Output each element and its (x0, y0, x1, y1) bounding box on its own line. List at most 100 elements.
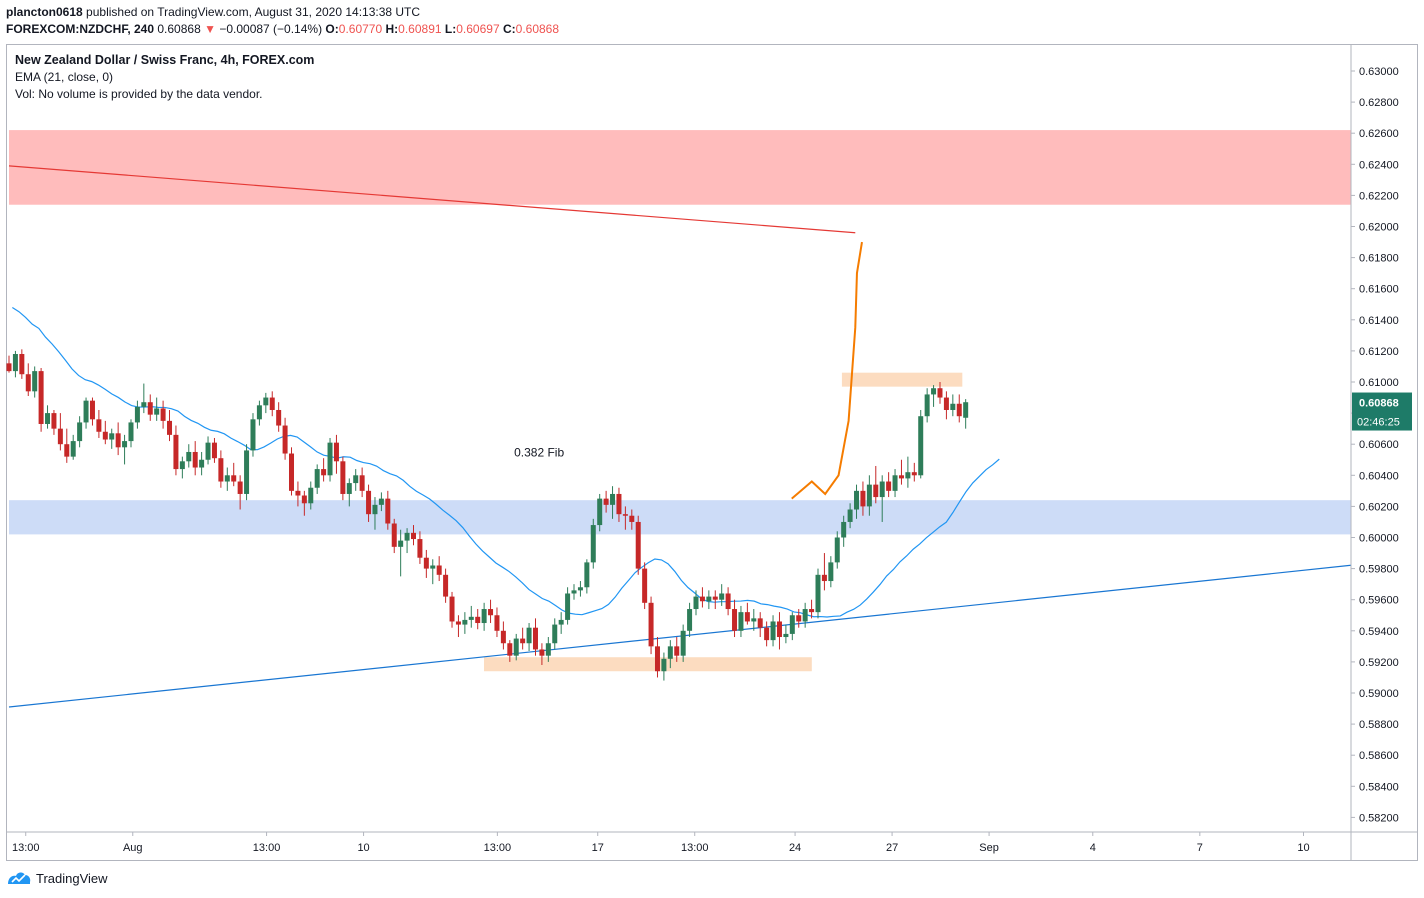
price-change: −0.00087 (−0.14%) (219, 22, 323, 36)
candle-body (552, 624, 558, 644)
chart-frame (6, 44, 1418, 861)
candle-body (333, 442, 339, 462)
orange-lower-zone (483, 657, 812, 672)
price-tick-label: 0.61600 (1359, 284, 1399, 296)
candle-body (205, 442, 211, 460)
candle-body (674, 646, 680, 656)
candle-body (327, 442, 333, 476)
candle-body (571, 590, 577, 594)
candle-body (321, 469, 327, 476)
last-price-tag (1352, 392, 1412, 431)
candle-body (128, 422, 134, 442)
price-tick-label: 0.59000 (1359, 688, 1399, 700)
candle-body (282, 425, 288, 454)
candle-body (648, 602, 654, 647)
publisher-name[interactable]: plancton0618 (6, 5, 83, 19)
time-tick-label: 13:00 (253, 842, 281, 854)
candle-body (712, 596, 718, 600)
close-value: 0.60868 (515, 22, 560, 36)
price-tick-label: 0.62800 (1359, 97, 1399, 109)
open-label: O: (325, 22, 339, 36)
candle-body (500, 630, 506, 644)
candle-body (276, 409, 282, 426)
candle-body (603, 498, 609, 505)
price-tick-label: 0.58200 (1359, 812, 1399, 824)
candle-body (366, 490, 372, 515)
candle-body (6, 363, 12, 372)
tradingview-branding[interactable]: TradingView (6, 870, 108, 886)
candle-body (963, 402, 969, 418)
candle-body (751, 618, 757, 622)
candle-body (821, 574, 827, 582)
candle-body (950, 403, 956, 410)
tradingview-logo-icon (8, 872, 31, 884)
tradingview-brand-text: TradingView (36, 870, 108, 886)
candle-body (796, 615, 802, 622)
price-tick-label: 0.58400 (1359, 781, 1399, 793)
ema-legend[interactable]: EMA (21, close, 0) (15, 70, 114, 84)
candle-body (719, 593, 725, 600)
candle-body (263, 397, 269, 406)
candle-body (436, 565, 442, 575)
candle-body (943, 397, 949, 410)
price-tick-label: 0.60200 (1359, 501, 1399, 513)
price-tick-label: 0.62600 (1359, 128, 1399, 140)
resistance-zone (9, 130, 1351, 205)
chart-legend: New Zealand Dollar / Swiss Franc, 4h, FO… (15, 52, 314, 103)
candle-body (654, 646, 660, 672)
price-tick-label: 0.61400 (1359, 315, 1399, 327)
candle-body (372, 504, 378, 515)
candle-body (449, 596, 455, 622)
price-tick-label: 0.60400 (1359, 470, 1399, 482)
candle-body (898, 475, 904, 479)
candle-body (924, 394, 930, 417)
candle-body (770, 621, 776, 641)
candle-body (616, 493, 622, 515)
candle-body (19, 354, 25, 375)
high-value: 0.60891 (398, 22, 442, 36)
chart-header: plancton0618 published on TradingView.co… (6, 4, 559, 38)
candle-body (494, 615, 500, 631)
candle-body (802, 609, 808, 622)
candle-body (622, 514, 628, 516)
candle-body (629, 515, 635, 522)
candle-body (359, 475, 365, 491)
candle-body (308, 487, 314, 504)
candle-body (141, 402, 147, 407)
candle-body (577, 587, 583, 591)
candle-body (841, 521, 847, 538)
candle-body (911, 472, 917, 476)
red-descending-trendline (8, 165, 856, 234)
time-tick-label: 13:00 (12, 842, 40, 854)
candle-body (661, 658, 667, 672)
close-label: C: (502, 22, 516, 36)
candle-body (134, 406, 140, 423)
candle-body (738, 612, 744, 631)
candle-body (597, 498, 603, 526)
price-tick-label: 0.59600 (1359, 595, 1399, 607)
candle-body (443, 574, 449, 597)
time-tick-label: Sep (979, 842, 999, 854)
candle-body (776, 621, 782, 638)
candle-body (244, 450, 250, 494)
price-tick-label: 0.61200 (1359, 346, 1399, 358)
candle-body (565, 593, 571, 620)
price-tick-label: 0.61800 (1359, 253, 1399, 265)
candle-body (584, 562, 590, 588)
candle-body (610, 493, 616, 505)
candle-body (475, 616, 481, 624)
candle-body (51, 413, 57, 429)
candle-body (430, 565, 436, 569)
projection-path (791, 241, 863, 500)
candle-body (45, 413, 51, 424)
candle-body (77, 422, 83, 442)
candle-body (462, 619, 468, 625)
candle-body (417, 539, 423, 558)
candle-body (866, 484, 872, 507)
candle-body (687, 609, 693, 631)
open-value: 0.60770 (338, 22, 383, 36)
candle-body (937, 388, 943, 398)
bar-countdown-label: 02:46:25 (1357, 417, 1400, 429)
volume-legend[interactable]: Vol: No volume is provided by the data v… (15, 87, 263, 101)
